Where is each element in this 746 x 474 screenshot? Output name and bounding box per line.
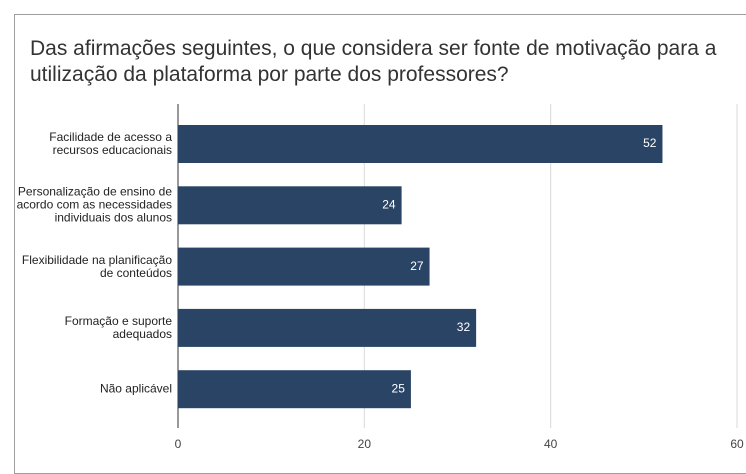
- value-label: 27: [410, 259, 424, 273]
- bar: [178, 247, 430, 286]
- y-tick-label: Personalização de ensino de acordo com a…: [16, 184, 172, 225]
- value-label: 24: [382, 197, 396, 211]
- chart-title: Das afirmações seguintes, o que consider…: [30, 37, 717, 86]
- y-tick-label: Formação e suporte adequados: [64, 313, 172, 341]
- y-tick-label: Não aplicável: [99, 381, 172, 396]
- y-tick-label: Flexibilidade na planificação de conteúd…: [21, 252, 172, 280]
- bar: [178, 370, 411, 409]
- value-label: 52: [643, 136, 657, 150]
- bar: [178, 125, 663, 163]
- bar: [178, 186, 402, 225]
- value-label: 25: [392, 381, 406, 395]
- x-tick-label: 0: [175, 437, 182, 451]
- bar: [178, 308, 477, 347]
- x-tick-label: 20: [358, 437, 372, 451]
- x-tick-label: 60: [730, 437, 744, 451]
- value-label: 32: [457, 320, 471, 334]
- y-tick-label: Facilidade de acesso a recursos educacio…: [49, 130, 172, 157]
- x-tick-label: 40: [544, 437, 558, 451]
